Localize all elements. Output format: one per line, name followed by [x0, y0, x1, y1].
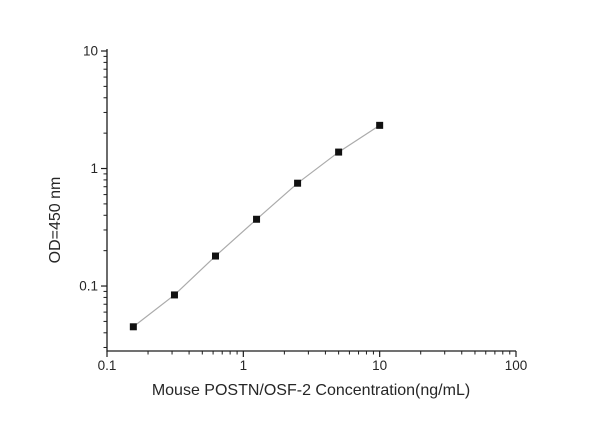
- data-point-marker: [253, 215, 261, 223]
- curve-line: [132, 124, 380, 328]
- data-point-marker: [294, 179, 302, 187]
- x-tick-label: 10: [372, 358, 387, 373]
- x-axis-title: Mouse POSTN/OSF-2 Concentration(ng/mL): [151, 382, 471, 399]
- y-axis-title: OD=450 nm: [47, 176, 64, 264]
- y-tick-label: 0.1: [79, 279, 98, 294]
- data-point-marker: [212, 252, 220, 260]
- y-tick-label: 10: [83, 44, 98, 59]
- data-point-marker: [376, 121, 384, 129]
- data-point-marker: [170, 291, 178, 299]
- y-tick-label: 1: [90, 161, 98, 176]
- data-point-marker: [335, 148, 343, 156]
- axes-lines: [106, 49, 516, 352]
- data-point-marker: [129, 323, 137, 331]
- x-tick-label: 1: [240, 358, 248, 373]
- x-tick-label: 0.1: [98, 358, 117, 373]
- x-tick-label: 100: [505, 358, 528, 373]
